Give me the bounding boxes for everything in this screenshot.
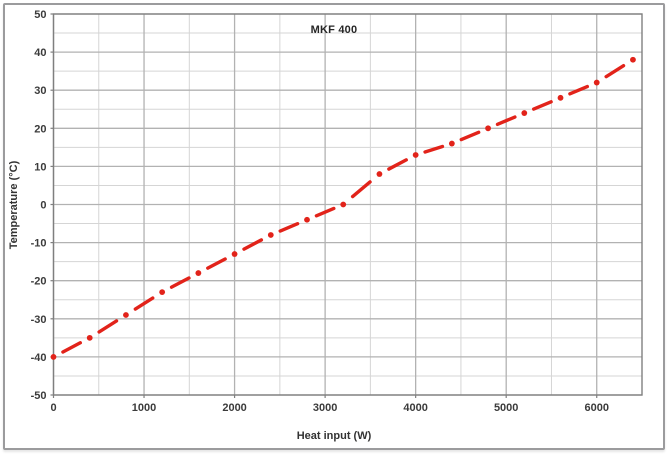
- data-point-marker: [267, 232, 274, 238]
- y-axis-title: Temperature (°C): [8, 160, 20, 250]
- series-dash: [568, 84, 590, 96]
- data-point-marker: [50, 354, 57, 360]
- data-point-marker: [412, 152, 419, 158]
- y-tick-label: 30: [34, 85, 46, 97]
- x-tick-label: 2000: [222, 402, 246, 414]
- y-tick-label: -10: [31, 238, 47, 250]
- x-axis-title: Heat input (W): [296, 430, 372, 442]
- y-tick-label: 40: [34, 47, 46, 59]
- data-point-marker: [231, 251, 238, 257]
- data-point-marker: [304, 216, 310, 223]
- x-tick-label: 5000: [494, 402, 518, 414]
- data-point-marker: [376, 171, 383, 177]
- series-dash: [169, 276, 191, 289]
- series-dash: [459, 130, 481, 142]
- series-dash: [97, 319, 119, 334]
- series-dash: [604, 63, 626, 79]
- data-point-marker: [557, 94, 564, 101]
- data-point-marker: [593, 79, 600, 86]
- series-dash: [532, 100, 553, 111]
- y-tick-label: -20: [31, 276, 47, 288]
- y-tick-label: 10: [34, 161, 46, 173]
- data-point-marker: [340, 201, 347, 208]
- x-tick-label: 1000: [132, 402, 156, 414]
- y-tick-label: 50: [34, 9, 46, 21]
- series-dash: [387, 158, 408, 171]
- x-tick-label: 3000: [313, 402, 337, 414]
- series-dash: [242, 238, 264, 251]
- x-tick-label: 6000: [584, 402, 608, 414]
- series-dash: [423, 144, 445, 154]
- x-tick-label: 0: [50, 402, 56, 414]
- y-tick-label: -50: [31, 390, 47, 402]
- series-dash: [278, 222, 300, 233]
- series-dash: [495, 115, 517, 127]
- data-point-marker: [86, 334, 93, 341]
- y-tick-label: 0: [40, 200, 46, 212]
- data-point-marker: [195, 270, 202, 276]
- data-point-marker: [123, 312, 129, 318]
- series-dash: [133, 296, 155, 311]
- y-tick-label: -30: [31, 314, 47, 326]
- x-tick-label: 4000: [403, 402, 427, 414]
- y-tick-label: -40: [31, 352, 47, 364]
- series-dash: [350, 180, 372, 199]
- series-dash: [206, 257, 227, 270]
- series-dash: [314, 206, 336, 218]
- data-point-marker: [521, 110, 528, 116]
- series-dash: [61, 341, 82, 354]
- chart-title: MKF 400: [310, 24, 358, 36]
- data-point-marker: [630, 56, 636, 63]
- data-point-marker: [159, 289, 166, 296]
- data-point-marker: [448, 140, 455, 147]
- y-tick-label: 20: [34, 123, 46, 135]
- data-point-marker: [485, 125, 491, 132]
